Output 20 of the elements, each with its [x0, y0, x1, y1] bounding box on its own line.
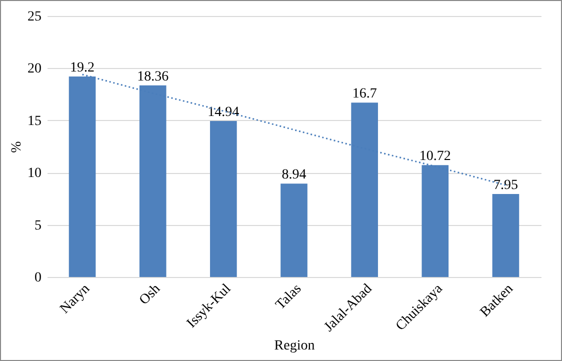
y-tick-label: 5	[34, 218, 42, 234]
data-label: 8.94	[282, 168, 306, 183]
y-axis-title: %	[10, 140, 24, 153]
data-label: 7.95	[493, 178, 518, 193]
data-label: 18.36	[137, 69, 169, 84]
y-tick-label: 20	[28, 62, 42, 77]
data-label: 16.7	[352, 86, 377, 102]
y-tick-label: 10	[28, 166, 42, 182]
data-label: 19.2	[70, 60, 95, 76]
x-tick-label: Talas	[273, 282, 305, 313]
data-label: 14.94	[208, 105, 240, 120]
x-tick-label: Osh	[136, 282, 164, 308]
y-tick-label: 0	[34, 270, 42, 286]
y-tick-label: 15	[28, 114, 42, 129]
data-label: 10.72	[419, 149, 451, 164]
bar	[280, 184, 308, 277]
bar	[210, 121, 237, 277]
y-tick-label: 25	[28, 10, 42, 24]
x-axis-title: Region	[274, 338, 315, 354]
bar	[492, 194, 520, 277]
